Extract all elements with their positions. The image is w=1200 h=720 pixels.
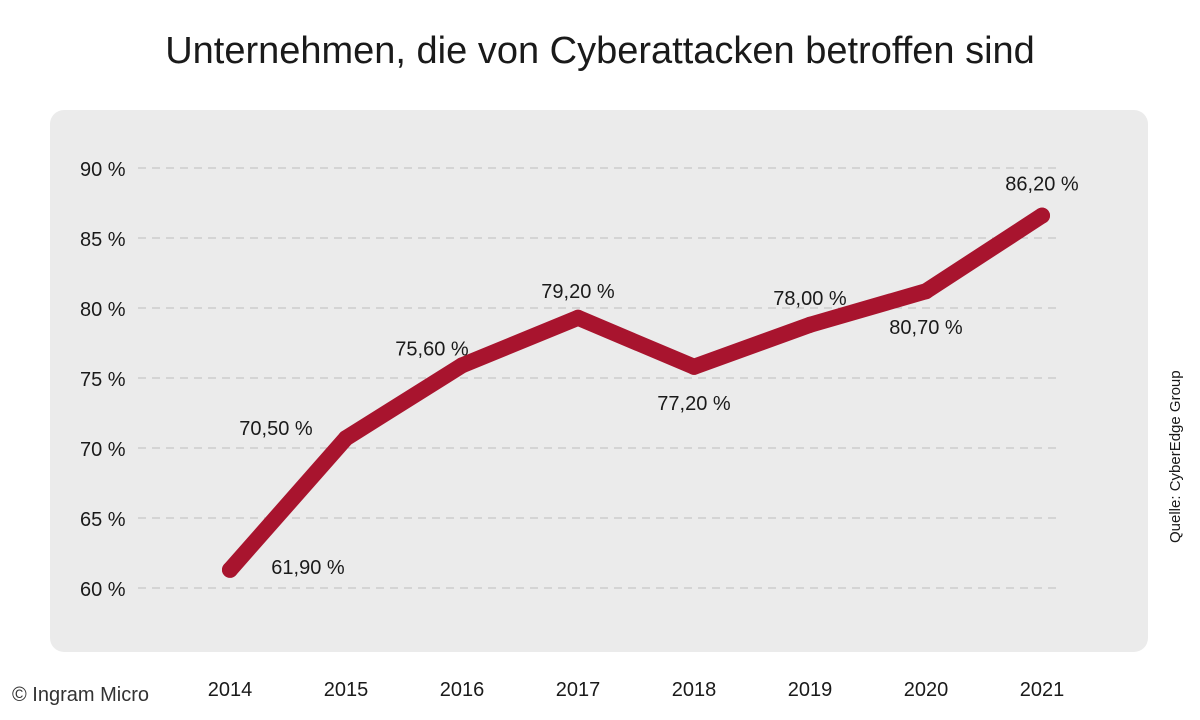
x-tick-label: 2016 <box>440 679 485 701</box>
y-tick-label: 90 % <box>80 159 126 181</box>
y-tick-label: 70 % <box>80 439 126 461</box>
x-tick-label: 2019 <box>788 679 833 701</box>
x-tick-label: 2018 <box>672 679 717 701</box>
data-point <box>454 357 470 374</box>
data-label: 86,20 % <box>1005 174 1079 196</box>
chart-title: Unternehmen, die von Cyberattacken betro… <box>165 30 1035 72</box>
data-label: 77,20 % <box>657 393 731 415</box>
data-label: 78,00 % <box>773 288 847 310</box>
data-label: 79,20 % <box>541 281 615 303</box>
x-tick-label: 2014 <box>208 679 253 701</box>
copyright-note: © Ingram Micro <box>12 684 149 706</box>
series-line <box>222 207 1050 578</box>
data-point <box>338 430 354 447</box>
data-point <box>570 309 586 326</box>
data-label: 80,70 % <box>889 317 963 339</box>
data-point <box>1034 207 1050 224</box>
y-tick-label: 75 % <box>80 369 126 391</box>
data-label: 75,60 % <box>395 338 469 360</box>
x-tick-label: 2020 <box>904 679 949 701</box>
y-tick-label: 60 % <box>80 579 126 601</box>
data-point <box>222 561 238 578</box>
y-tick-label: 65 % <box>80 509 126 531</box>
x-tick-label: 2015 <box>324 679 369 701</box>
data-point <box>802 316 818 333</box>
data-label: 70,50 % <box>239 418 313 440</box>
data-point <box>918 283 934 300</box>
x-tick-label: 2017 <box>556 679 601 701</box>
x-tick-label: 2021 <box>1020 679 1065 701</box>
y-tick-label: 85 % <box>80 229 126 251</box>
data-point <box>686 358 702 375</box>
y-tick-label: 80 % <box>80 299 126 321</box>
source-note: Quelle: CyberEdge Group <box>1167 370 1184 543</box>
data-label: 61,90 % <box>271 557 345 579</box>
